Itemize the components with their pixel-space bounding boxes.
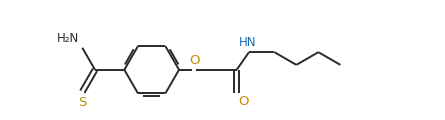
- Text: S: S: [78, 96, 86, 109]
- Text: H₂N: H₂N: [57, 32, 79, 45]
- Text: O: O: [239, 95, 249, 108]
- Text: O: O: [189, 54, 199, 67]
- Text: HN: HN: [239, 36, 257, 49]
